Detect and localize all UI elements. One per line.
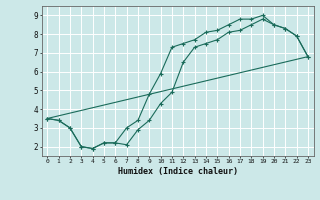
X-axis label: Humidex (Indice chaleur): Humidex (Indice chaleur) bbox=[118, 167, 237, 176]
